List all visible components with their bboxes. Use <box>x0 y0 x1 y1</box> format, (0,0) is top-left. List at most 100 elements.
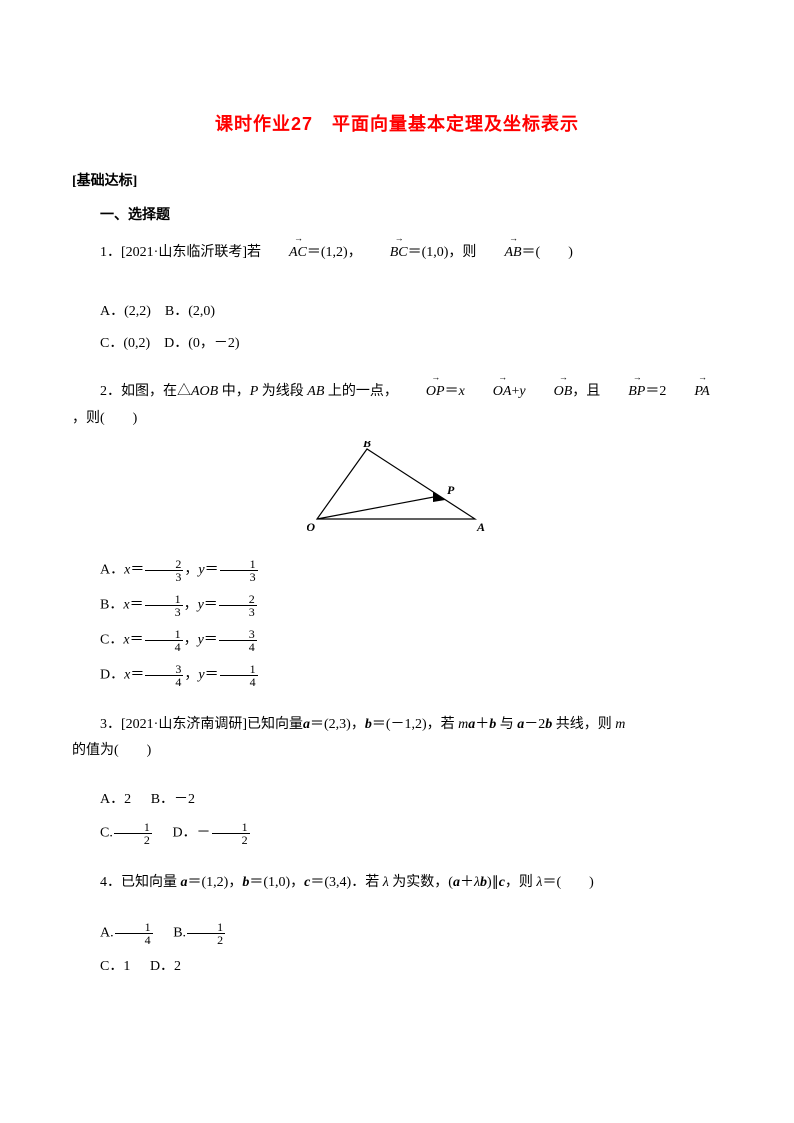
q3-m: m <box>458 717 468 732</box>
q4-optd: D．2 <box>150 959 181 974</box>
q2-mid4: ，且 <box>572 384 600 399</box>
q2c-f2n: 3 <box>219 628 257 641</box>
q1-eq2: ＝(1,0)，则 <box>408 245 477 260</box>
q4-stem: 4．已知向量 <box>100 875 181 890</box>
q2d-x: x <box>124 667 130 682</box>
q2c-pre: C． <box>100 632 123 647</box>
q4-plus: ＋ <box>460 875 474 890</box>
q4b-d: 2 <box>187 934 225 946</box>
question-4: 4．已知向量 a＝(1,2)，b＝(1,0)，c＝(3,4)．若 λ 为实数，(… <box>72 870 722 897</box>
q3-p6: 的值为( ) <box>72 743 151 758</box>
q4-tail: ，则 <box>505 875 537 890</box>
q4a-pre: A. <box>100 925 114 940</box>
q2a-pre: A． <box>100 562 124 577</box>
frac-icon: 23 <box>219 593 257 618</box>
vec-oa: OA <box>465 379 512 406</box>
q2b-x: x <box>123 597 129 612</box>
q2a-mid: ， <box>184 562 198 577</box>
q2c-x: x <box>123 632 129 647</box>
q3-optb: B．－2 <box>151 792 195 807</box>
svg-text:P: P <box>447 483 455 497</box>
frac-icon: 13 <box>145 593 183 618</box>
vec-b5: b <box>480 875 487 890</box>
svg-text:B: B <box>362 441 371 450</box>
q2b-y: y <box>198 597 204 612</box>
q2c-f1n: 1 <box>145 628 183 641</box>
vec-ob: OB <box>526 379 573 406</box>
vec-bc: BC <box>362 240 408 267</box>
q2b-f2n: 2 <box>219 593 257 606</box>
vec-b: b <box>365 717 372 732</box>
q2d-y: y <box>198 667 204 682</box>
q4-eq: ＝( ) <box>543 875 594 890</box>
vec-op: OP <box>398 379 445 406</box>
q4-opt-ab: A.14B.12 <box>72 921 722 946</box>
q2d-f1n: 3 <box>145 663 183 676</box>
frac-icon: 13 <box>220 558 258 583</box>
q4-ceq: ＝(3,4)．若 <box>310 875 382 890</box>
q4-mid: 为实数，( <box>389 875 453 890</box>
q2a-f2d: 3 <box>220 571 258 583</box>
q1-eq1: ＝(1,2)， <box>307 245 362 260</box>
frac-icon: 12 <box>212 821 250 846</box>
frac-icon: 12 <box>187 921 225 946</box>
q2d-f1d: 4 <box>145 676 183 688</box>
q4a-d: 4 <box>115 934 153 946</box>
q3c-d: 2 <box>114 834 152 846</box>
q3-stem: 3．[2021·山东济南调研]已知向量 <box>72 712 303 739</box>
q4-mid2: )∥ <box>487 875 499 890</box>
frac-icon: 34 <box>145 663 183 688</box>
page-title: 课时作业27 平面向量基本定理及坐标表示 <box>72 110 722 136</box>
q3-beq: ＝(－1,2)，若 <box>372 717 458 732</box>
vec-ac: AC <box>261 240 307 267</box>
q2b-f1n: 1 <box>145 593 183 606</box>
q3-p5: 共线，则 <box>552 717 615 732</box>
frac-icon: 14 <box>145 628 183 653</box>
q2c-y: y <box>198 632 204 647</box>
q2b-f1d: 3 <box>145 606 183 618</box>
q2b-f2d: 3 <box>219 606 257 618</box>
q3-p3: 与 <box>496 717 517 732</box>
vec-pa: PA <box>666 379 709 406</box>
q3-opt-cd: C.12D．－12 <box>72 821 722 846</box>
q4b-n: 1 <box>187 921 225 934</box>
subsection-label: 一、选择题 <box>72 204 722 224</box>
q2-tail: ，则( ) <box>72 411 137 426</box>
frac-icon: 14 <box>115 921 153 946</box>
q2-eqs: ＝ <box>445 384 459 399</box>
frac-icon: 23 <box>145 558 183 583</box>
q2c-f1d: 4 <box>145 641 183 653</box>
q4-opt-cd: C．1 D．2 <box>72 956 722 978</box>
vec-a5: a <box>453 875 460 890</box>
question-1: 1．[2021·山东临沂联考]若AC＝(1,2)，BC＝(1,0)，则AB＝( … <box>72 240 722 267</box>
q2-opt-d: D．x＝34，y＝14 <box>72 663 722 688</box>
q2-p: P <box>250 384 259 399</box>
q2-eq2: ＝2 <box>645 384 666 399</box>
triangle-diagram: B O A P <box>72 441 722 536</box>
q2-mid1: 中， <box>218 384 250 399</box>
question-2: 2．如图，在△AOB 中，P 为线段 AB 上的一点，OP＝xOA+yOB，且B… <box>72 379 722 432</box>
q3-opta: A．2 <box>100 792 131 807</box>
q4a-n: 1 <box>115 921 153 934</box>
q2a-eq1: ＝ <box>130 562 144 577</box>
q2a-eq2: ＝ <box>205 562 219 577</box>
q3-optc-pre: C. <box>100 826 113 841</box>
frac-icon: 12 <box>114 821 152 846</box>
q2d-f2d: 4 <box>220 676 258 688</box>
q2-tri: AOB <box>191 384 218 399</box>
q2c-f2d: 4 <box>219 641 257 653</box>
q4-aeq: ＝(1,2)， <box>188 875 243 890</box>
svg-text:A: A <box>476 520 485 531</box>
q3d-d: 2 <box>212 834 250 846</box>
q2-mid3: 上的一点， <box>324 384 398 399</box>
q4-optc: C．1 <box>100 959 130 974</box>
q2a-f1d: 3 <box>145 571 183 583</box>
q3-m2: m <box>615 717 625 732</box>
q2a-f2n: 1 <box>220 558 258 571</box>
q2a-f1n: 2 <box>145 558 183 571</box>
q3-p4: －2 <box>524 717 545 732</box>
vec-a: a <box>303 717 310 732</box>
q2-pre: 2．如图，在△ <box>100 384 191 399</box>
q2-ab: AB <box>307 384 324 399</box>
q1-opt-c: C．(0,2) D．(0，－2) <box>72 333 722 355</box>
